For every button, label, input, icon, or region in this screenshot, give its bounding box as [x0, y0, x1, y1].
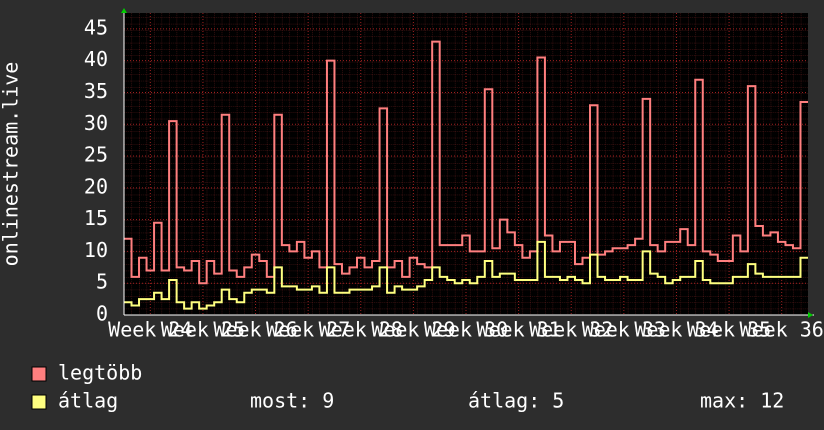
y-tick-label: 25 — [84, 143, 108, 167]
x-tick-label: Week 33 — [582, 318, 666, 342]
x-tick-label: Week 27 — [266, 318, 350, 342]
y-tick-label: 15 — [84, 206, 108, 230]
legend-swatch — [31, 394, 47, 410]
y-tick-label: 30 — [84, 111, 108, 135]
x-tick-label: Week 24 — [108, 318, 192, 342]
y-axis-label: onlinestream.live — [0, 62, 23, 267]
legend-label: legtöbb — [58, 361, 142, 385]
y-tick-label: 10 — [84, 238, 108, 262]
axis-arrow — [808, 312, 813, 318]
y-tick-label: 5 — [96, 270, 108, 294]
x-tick-label: Week 32 — [529, 318, 613, 342]
x-tick-label: Week 31 — [476, 318, 560, 342]
y-tick-label: 35 — [84, 79, 108, 103]
x-tick-label: Week 26 — [213, 318, 297, 342]
x-tick-label: Week 28 — [319, 318, 403, 342]
y-tick-label: 20 — [84, 174, 108, 198]
axis-arrow — [121, 8, 127, 13]
y-tick-label: 45 — [84, 15, 108, 39]
y-tick-label: 40 — [84, 47, 108, 71]
stat: átlag: 5 — [468, 389, 564, 413]
stat: max: 12 — [700, 389, 784, 413]
x-tick-label: Week 30 — [424, 318, 508, 342]
stat: most: 9 — [250, 389, 334, 413]
x-tick-label: Week 34 — [634, 318, 718, 342]
series-line — [124, 240, 808, 310]
series-line — [124, 40, 808, 285]
x-tick-label: Week 35 — [687, 318, 771, 342]
x-tick-label: Week 29 — [371, 318, 455, 342]
legend-label: átlag — [58, 389, 118, 413]
legend-swatch — [31, 366, 47, 382]
x-tick-label: Week 36 — [740, 318, 824, 342]
x-tick-label: Week 25 — [161, 318, 245, 342]
y-tick-label: 0 — [96, 302, 108, 326]
